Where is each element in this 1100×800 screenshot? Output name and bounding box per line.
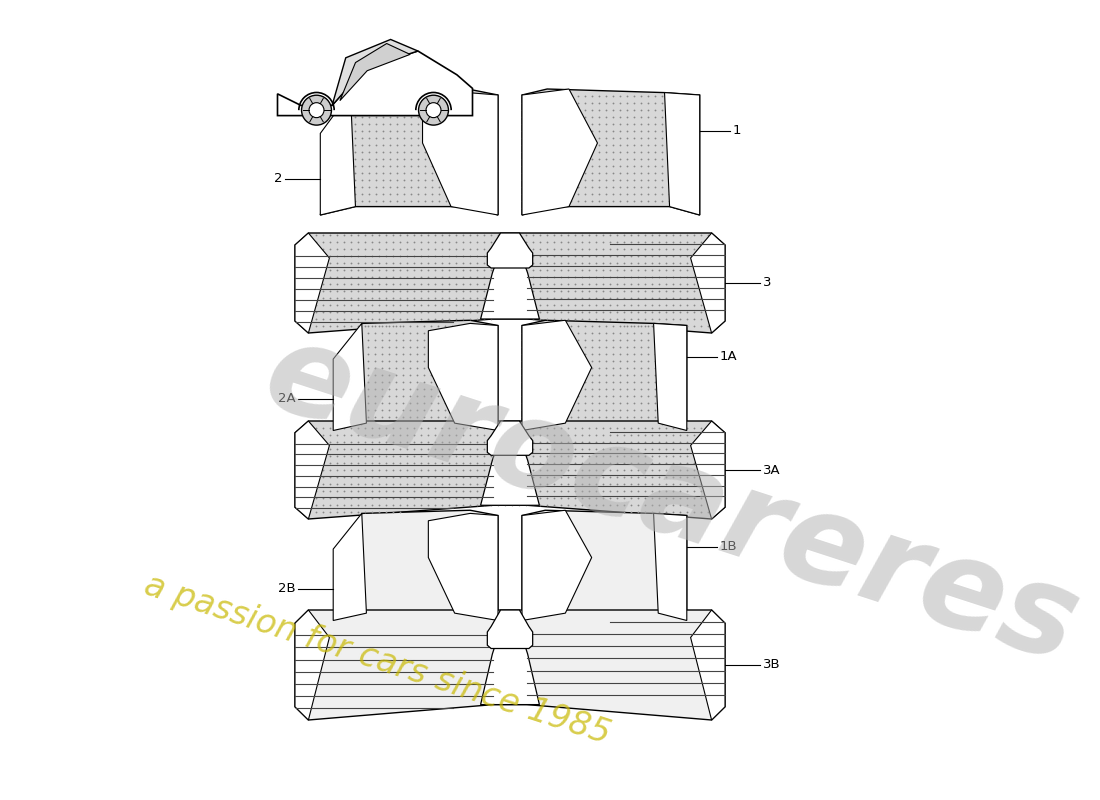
Polygon shape (333, 514, 366, 621)
Text: 1B: 1B (719, 541, 737, 554)
Polygon shape (664, 93, 700, 215)
Circle shape (426, 102, 441, 118)
Polygon shape (653, 323, 686, 430)
Polygon shape (691, 421, 725, 519)
Circle shape (309, 102, 324, 118)
Polygon shape (295, 421, 725, 519)
Text: 1A: 1A (719, 350, 737, 363)
Polygon shape (691, 233, 725, 333)
Polygon shape (320, 93, 355, 215)
Polygon shape (487, 421, 532, 455)
Polygon shape (340, 43, 410, 101)
Text: 1: 1 (733, 125, 741, 138)
Polygon shape (428, 323, 498, 430)
Polygon shape (522, 320, 686, 430)
Polygon shape (295, 233, 329, 333)
Text: 2: 2 (274, 173, 283, 186)
Polygon shape (522, 89, 597, 215)
Polygon shape (295, 610, 329, 720)
Text: 3: 3 (763, 277, 771, 290)
Polygon shape (487, 610, 532, 649)
Text: eurocareres: eurocareres (250, 312, 1092, 688)
Polygon shape (428, 514, 498, 621)
Polygon shape (295, 233, 725, 333)
Polygon shape (481, 626, 539, 705)
Circle shape (418, 95, 449, 125)
Polygon shape (277, 51, 473, 115)
Polygon shape (320, 89, 498, 215)
Polygon shape (481, 436, 539, 506)
Polygon shape (333, 320, 498, 430)
Polygon shape (487, 233, 532, 268)
Polygon shape (295, 421, 329, 519)
Polygon shape (333, 510, 498, 621)
Polygon shape (422, 93, 498, 215)
Text: 3A: 3A (763, 463, 781, 477)
Polygon shape (522, 320, 592, 430)
Polygon shape (481, 248, 539, 319)
Polygon shape (653, 514, 686, 621)
Polygon shape (522, 510, 592, 621)
Polygon shape (522, 89, 700, 215)
Text: a passion for cars since 1985: a passion for cars since 1985 (140, 569, 615, 751)
Polygon shape (332, 39, 418, 106)
Polygon shape (295, 610, 725, 720)
Polygon shape (691, 610, 725, 720)
Text: 3B: 3B (763, 658, 781, 671)
Text: 2A: 2A (277, 393, 295, 406)
Circle shape (301, 95, 331, 125)
Polygon shape (333, 323, 366, 430)
Text: 2B: 2B (277, 582, 295, 595)
Polygon shape (522, 510, 686, 621)
